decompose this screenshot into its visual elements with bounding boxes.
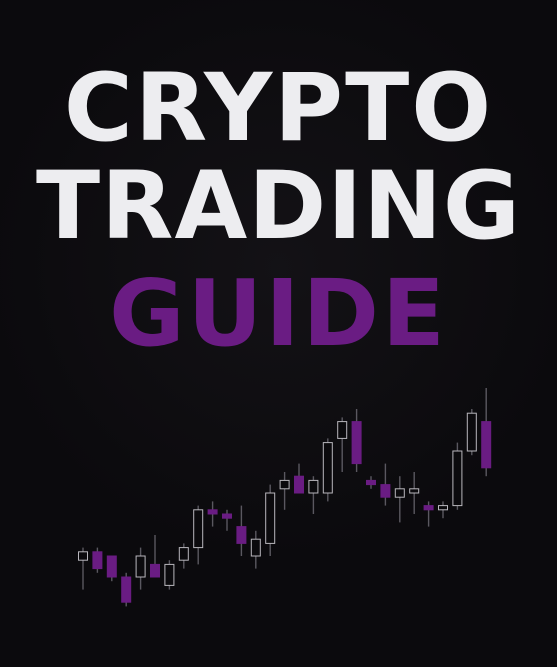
candle-body-bullish (438, 505, 448, 511)
candle-body-bullish (409, 488, 420, 494)
candle-body-bearish (294, 475, 304, 494)
candle-body-bullish (78, 551, 88, 561)
candle (279, 472, 290, 510)
candle (207, 501, 218, 527)
candle (178, 543, 189, 569)
title-guide: GUIDE (109, 260, 448, 367)
candle (265, 484, 276, 556)
candle-body-bullish (308, 479, 319, 494)
candle-body-bearish (222, 513, 232, 519)
candle-body-bearish (150, 563, 160, 578)
candle-body-bearish (92, 551, 103, 570)
candle-body-bullish (135, 555, 146, 578)
candle (294, 463, 304, 494)
title-trading: TRADING (35, 152, 522, 261)
candle (481, 388, 492, 477)
candle-body-bullish (265, 492, 276, 544)
candle-body-bearish (207, 509, 218, 515)
candle (409, 472, 420, 514)
candle (423, 501, 434, 527)
candle (150, 535, 160, 578)
candle (164, 560, 175, 590)
candle-body-bearish (236, 526, 247, 544)
candle-body-bullish (394, 488, 405, 498)
candle-body-bullish (337, 421, 348, 439)
candle (193, 505, 204, 565)
title-crypto: CRYPTO (63, 54, 494, 163)
candle-body-bearish (351, 421, 362, 465)
candle-body-bullish (164, 563, 175, 586)
candle (394, 476, 405, 523)
candle (351, 409, 362, 472)
candle-body-bullish (250, 538, 261, 557)
candle-body-bullish (466, 412, 477, 452)
candle (250, 530, 261, 569)
candle (121, 572, 132, 607)
candle (308, 476, 319, 514)
candle-body-bullish (452, 450, 463, 507)
candle-body-bullish (193, 509, 204, 549)
candle (366, 476, 376, 489)
candle (106, 555, 117, 582)
candle-body-bearish (121, 576, 132, 603)
candle-body-bearish (481, 421, 492, 469)
candle-body-bullish (178, 547, 189, 561)
candle (222, 509, 232, 531)
candle (452, 442, 463, 510)
candle-body-bearish (380, 484, 391, 498)
candle-body-bullish (279, 479, 290, 490)
candle (337, 417, 348, 472)
candle (135, 547, 146, 590)
candle-body-bearish (366, 479, 376, 486)
candle-body-bearish (423, 505, 434, 511)
candle-body-bullish (322, 442, 333, 494)
candle (78, 547, 88, 590)
candle (236, 505, 247, 556)
candle (322, 438, 333, 502)
candle (466, 409, 477, 456)
candle (92, 547, 103, 573)
candle (438, 501, 448, 519)
candle (380, 463, 391, 506)
candle-body-bearish (106, 555, 117, 578)
